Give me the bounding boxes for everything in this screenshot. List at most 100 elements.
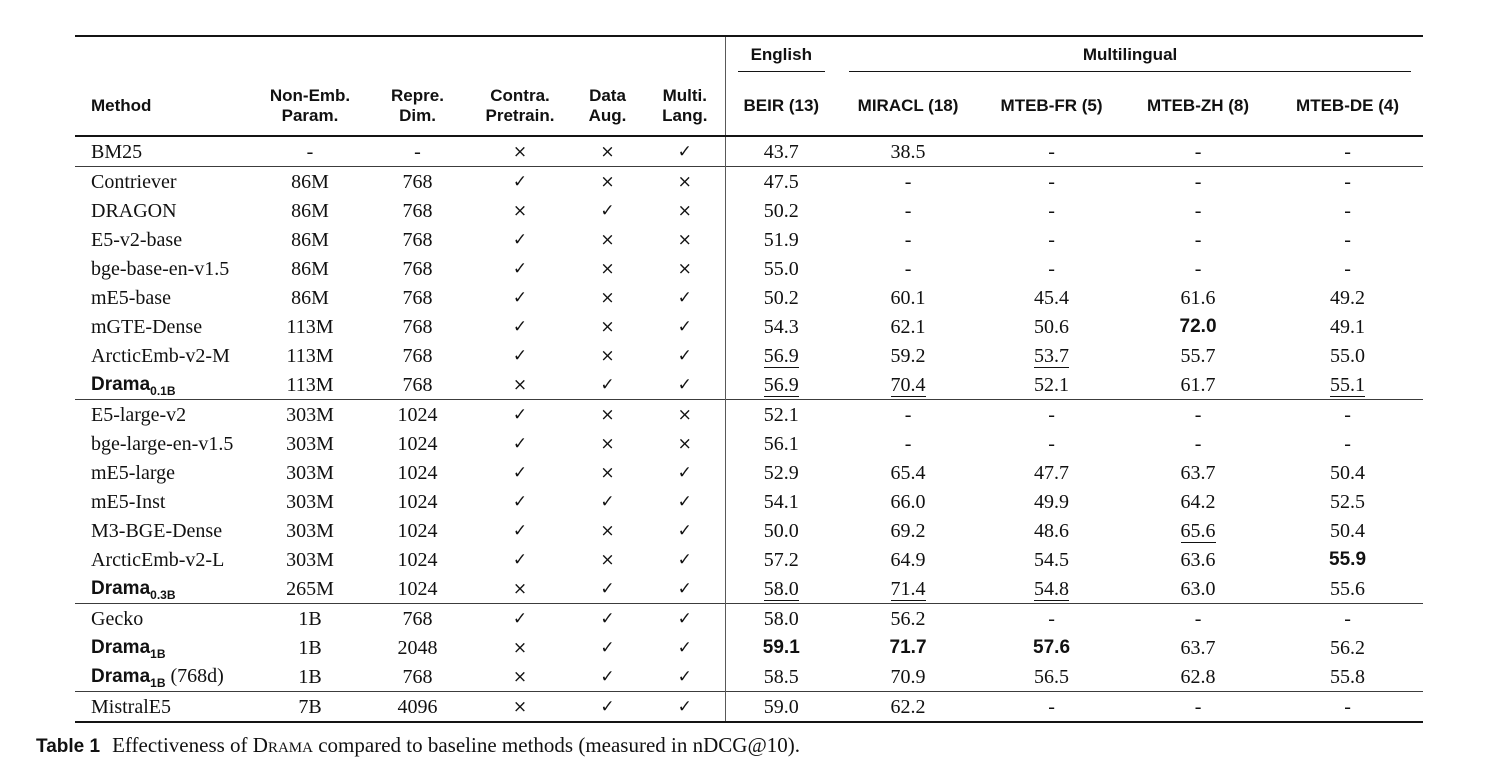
column-header-line: Param. xyxy=(281,106,339,125)
contra-cell: ✓ xyxy=(470,399,570,429)
multilang-cell: ✓ xyxy=(645,633,725,662)
score-value: 56.9 xyxy=(763,373,799,397)
score-cell: 58.5 xyxy=(724,662,838,692)
cross-icon: × xyxy=(677,259,692,279)
score-cell: - xyxy=(1272,225,1423,254)
score-value: 63.7 xyxy=(1180,636,1216,659)
contra-cell: ✓ xyxy=(470,487,570,516)
score-value: 54.8 xyxy=(1034,577,1070,601)
param-cell: 303M xyxy=(286,519,334,542)
score-cell: 62.2 xyxy=(837,691,980,722)
score-cell: - xyxy=(1272,399,1424,429)
score-cell: - xyxy=(1272,254,1423,283)
score-cell: 47.5 xyxy=(724,166,838,196)
column-header-dim: Repre. Dim. xyxy=(365,77,470,137)
score-cell: 71.4 xyxy=(837,574,979,604)
score-cell: 60.1 xyxy=(837,283,979,312)
score-cell: - xyxy=(979,225,1124,254)
results-table-wrapper: English Multilingual Method Non-Emb. Par… xyxy=(75,35,1424,723)
table-row: MistralE5 7B 4096 × ✓ ✓ 59.0 62.2 - - - xyxy=(75,691,1424,722)
table-row: E5-large-v2 303M 1024 ✓ × × 52.1 - - - - xyxy=(75,399,1424,429)
aug-cell: × xyxy=(570,166,645,196)
score-cell: - xyxy=(1124,429,1272,458)
cross-icon: × xyxy=(600,405,615,425)
score-value: 62.8 xyxy=(1180,665,1216,688)
score-value: 66.0 xyxy=(890,490,926,513)
score-value: 57.6 xyxy=(1033,637,1071,658)
check-icon: ✓ xyxy=(677,142,692,162)
aug-cell: ✓ xyxy=(570,691,645,722)
score-value: - xyxy=(1048,607,1055,630)
score-value: 38.5 xyxy=(890,140,926,163)
score-cell: 63.7 xyxy=(1124,458,1272,487)
score-cell: - xyxy=(1272,166,1424,196)
table-row: ArcticEmb-v2-L 303M 1024 ✓ × ✓ 57.2 64.9 54.5 63.… xyxy=(75,545,1423,574)
score-value: 70.4 xyxy=(890,373,926,397)
method-subscript: 1B xyxy=(150,675,166,690)
score-cell: 48.6 xyxy=(979,516,1124,545)
method-cell: Drama1B (768d) xyxy=(75,662,255,692)
score-cell: - xyxy=(979,196,1124,225)
table-row: mE5-large 303M 1024 ✓ × ✓ 52.9 65.4 47.7 63.7 50.4 xyxy=(75,458,1423,487)
contra-cell: ✓ xyxy=(470,254,570,283)
check-icon: ✓ xyxy=(512,346,528,366)
aug-cell: × xyxy=(570,225,645,254)
contra-cell: ✓ xyxy=(470,283,570,312)
score-value: 50.2 xyxy=(763,199,799,222)
method-suffix: (768d) xyxy=(165,665,224,687)
multilang-cell: ✓ xyxy=(645,545,725,574)
column-header-row: Method Non-Emb. Param. Repre. Dim. Contr… xyxy=(75,77,1424,137)
dim-cell: 768 xyxy=(402,228,433,251)
score-value: 63.7 xyxy=(1180,461,1216,484)
method-cell: Drama1B xyxy=(75,633,255,662)
score-cell: 64.9 xyxy=(837,545,979,574)
check-icon: ✓ xyxy=(677,463,692,483)
score-value: - xyxy=(1194,257,1202,280)
score-cell: 54.3 xyxy=(724,312,838,341)
method-subscript: 0.3B xyxy=(150,587,176,602)
language-group-header-row: English Multilingual xyxy=(75,36,1423,77)
score-cell: - xyxy=(1124,399,1273,429)
dim-cell: 768 xyxy=(365,166,470,196)
score-cell: 70.9 xyxy=(837,662,979,692)
column-header-dataaug: Data Aug. xyxy=(570,77,645,137)
check-icon: ✓ xyxy=(512,288,528,308)
table-head: English Multilingual Method Non-Emb. Par… xyxy=(75,36,1424,137)
score-value: 65.6 xyxy=(1180,519,1216,543)
score-value: 60.1 xyxy=(890,286,926,309)
score-value: 52.1 xyxy=(763,403,799,426)
method-subscript: 0.1B xyxy=(150,383,176,398)
contra-cell: ✓ xyxy=(470,429,570,458)
cross-icon: × xyxy=(512,697,528,717)
score-value: - xyxy=(1344,607,1351,630)
multilang-cell: ✓ xyxy=(645,662,725,692)
score-cell: 49.9 xyxy=(979,487,1124,516)
score-value: 55.6 xyxy=(1330,577,1366,600)
method-subscript: 1B xyxy=(150,646,166,661)
contra-cell: × xyxy=(470,691,570,722)
param-cell: 7B xyxy=(255,691,365,722)
contra-cell: × xyxy=(470,136,570,167)
method-cell: MistralE5 xyxy=(75,691,255,722)
score-value: 53.7 xyxy=(1034,344,1070,368)
score-cell: - xyxy=(837,225,979,254)
check-icon: ✓ xyxy=(600,492,615,512)
score-cell: 50.2 xyxy=(724,196,838,225)
column-header-contra: Contra. Pretrain. xyxy=(470,77,570,137)
score-cell: 59.2 xyxy=(837,341,979,370)
score-cell: 64.2 xyxy=(1124,487,1272,516)
param-cell: 86M xyxy=(291,257,329,280)
table-row: Drama0.3B 265M 1024 × ✓ ✓ 58.0 71.4 54.8 63.0 55.6 xyxy=(75,574,1423,604)
score-value: 43.7 xyxy=(763,140,799,163)
contra-cell: ✓ xyxy=(470,312,570,341)
cross-icon: × xyxy=(677,405,692,425)
column-header-miracl: MIRACL (18) xyxy=(837,77,980,137)
aug-cell: ✓ xyxy=(570,633,645,662)
score-value: 59.2 xyxy=(890,344,926,367)
cross-icon: × xyxy=(600,550,615,570)
score-cell: - xyxy=(1124,225,1272,254)
check-icon: ✓ xyxy=(600,638,615,658)
score-value: - xyxy=(1344,403,1351,426)
param-cell: 86M xyxy=(255,166,365,196)
score-cell: 47.7 xyxy=(979,458,1124,487)
